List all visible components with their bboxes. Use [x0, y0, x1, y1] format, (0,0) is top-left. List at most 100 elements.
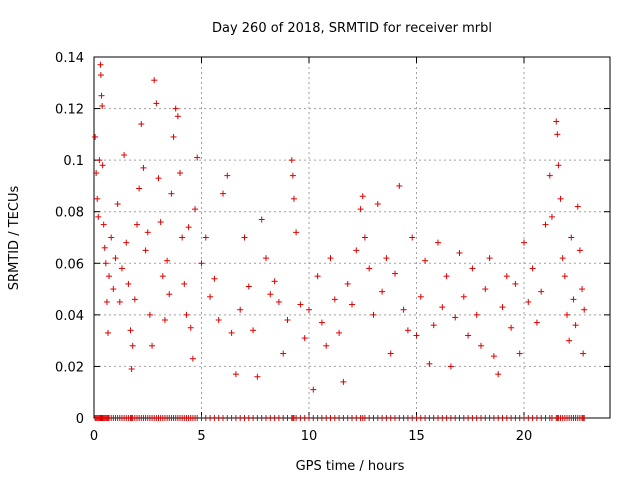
- x-axis-label: GPS time / hours: [296, 459, 405, 474]
- data-point: [306, 306, 312, 313]
- data-point: [198, 260, 205, 267]
- x-tick-label: 20: [516, 429, 533, 444]
- y-axis-label: SRMTID / TECUs: [7, 186, 22, 291]
- data-point: [174, 113, 181, 120]
- data-point: [570, 296, 577, 303]
- data-point: [170, 133, 177, 140]
- data-point: [456, 249, 463, 256]
- data-point: [172, 105, 179, 112]
- data-point: [185, 224, 192, 231]
- data-point: [94, 195, 101, 202]
- data-point: [374, 200, 381, 207]
- data-point: [189, 355, 196, 362]
- data-point: [555, 162, 562, 169]
- data-point: [97, 61, 104, 68]
- data-point: [123, 239, 130, 246]
- data-point: [508, 324, 515, 331]
- data-point: [301, 335, 308, 342]
- data-point: [138, 121, 145, 128]
- data-point: [144, 229, 151, 236]
- data-point: [572, 322, 579, 329]
- data-point: [435, 239, 441, 246]
- data-point: [396, 182, 403, 189]
- data-point: [318, 319, 325, 326]
- data-point: [271, 278, 278, 285]
- data-point: [127, 327, 134, 334]
- data-point: [344, 280, 351, 287]
- x-tick-label: 0: [90, 429, 98, 444]
- data-point: [426, 360, 433, 367]
- y-tick-label: 0.04: [55, 309, 84, 324]
- data-point: [349, 301, 355, 308]
- data-point: [104, 329, 111, 336]
- data-point: [140, 164, 147, 171]
- data-point: [95, 213, 102, 220]
- data-point: [574, 203, 581, 210]
- data-point: [110, 286, 117, 293]
- data-point: [473, 311, 480, 318]
- data-point: [490, 353, 497, 360]
- data-point: [207, 293, 214, 300]
- data-point: [400, 306, 407, 313]
- data-point: [559, 255, 566, 262]
- data-point: [392, 270, 398, 277]
- data-point: [486, 255, 493, 262]
- data-point: [366, 265, 373, 272]
- data-point: [404, 327, 411, 334]
- data-point: [100, 221, 107, 228]
- data-point: [452, 314, 459, 321]
- data-point: [181, 280, 188, 287]
- data-point: [387, 350, 394, 357]
- data-point: [576, 247, 583, 254]
- data-point: [383, 255, 390, 262]
- data-point: [293, 229, 300, 236]
- data-point: [478, 342, 484, 349]
- data-point: [323, 342, 330, 349]
- data-point: [157, 219, 164, 226]
- y-tick-label: 0.14: [55, 51, 84, 66]
- data-point: [106, 273, 113, 280]
- data-point: [155, 175, 162, 182]
- data-point: [580, 350, 587, 357]
- data-point: [118, 265, 125, 272]
- y-tick-label: 0.1: [63, 154, 84, 169]
- data-point: [581, 306, 588, 313]
- data-point: [228, 329, 235, 336]
- data-point: [542, 221, 549, 228]
- data-point: [538, 288, 545, 295]
- data-point: [96, 157, 103, 164]
- data-point: [561, 273, 568, 280]
- data-point: [102, 260, 109, 267]
- data-point: [99, 162, 106, 169]
- data-point: [297, 301, 304, 308]
- data-point: [548, 213, 555, 220]
- data-point: [359, 193, 366, 200]
- data-point: [469, 265, 476, 272]
- data-point: [503, 273, 510, 280]
- data-point: [409, 234, 416, 241]
- data-point: [112, 255, 119, 262]
- data-point: [153, 100, 160, 107]
- axis-ticks: 0 0.02 0.04 0.06 0.08 0.1 0.12 0.14 0 5 10 15 20: [55, 51, 610, 444]
- data-point: [93, 170, 100, 177]
- data-point: [202, 234, 209, 241]
- data-point: [422, 257, 429, 264]
- data-point: [108, 234, 115, 241]
- data-point: [361, 234, 368, 241]
- y-tick-label: 0.12: [55, 103, 84, 118]
- data-point: [97, 72, 104, 79]
- data-point: [353, 247, 360, 254]
- data-point: [439, 304, 446, 311]
- data-point: [290, 195, 297, 202]
- data-point: [340, 378, 347, 385]
- data-point: [327, 255, 334, 262]
- data-point: [417, 293, 424, 300]
- data-point: [314, 273, 321, 280]
- x-tick-label: 15: [408, 429, 425, 444]
- data-point: [499, 304, 506, 311]
- data-point: [521, 239, 527, 246]
- data-point: [460, 293, 467, 300]
- data-points: [92, 61, 588, 393]
